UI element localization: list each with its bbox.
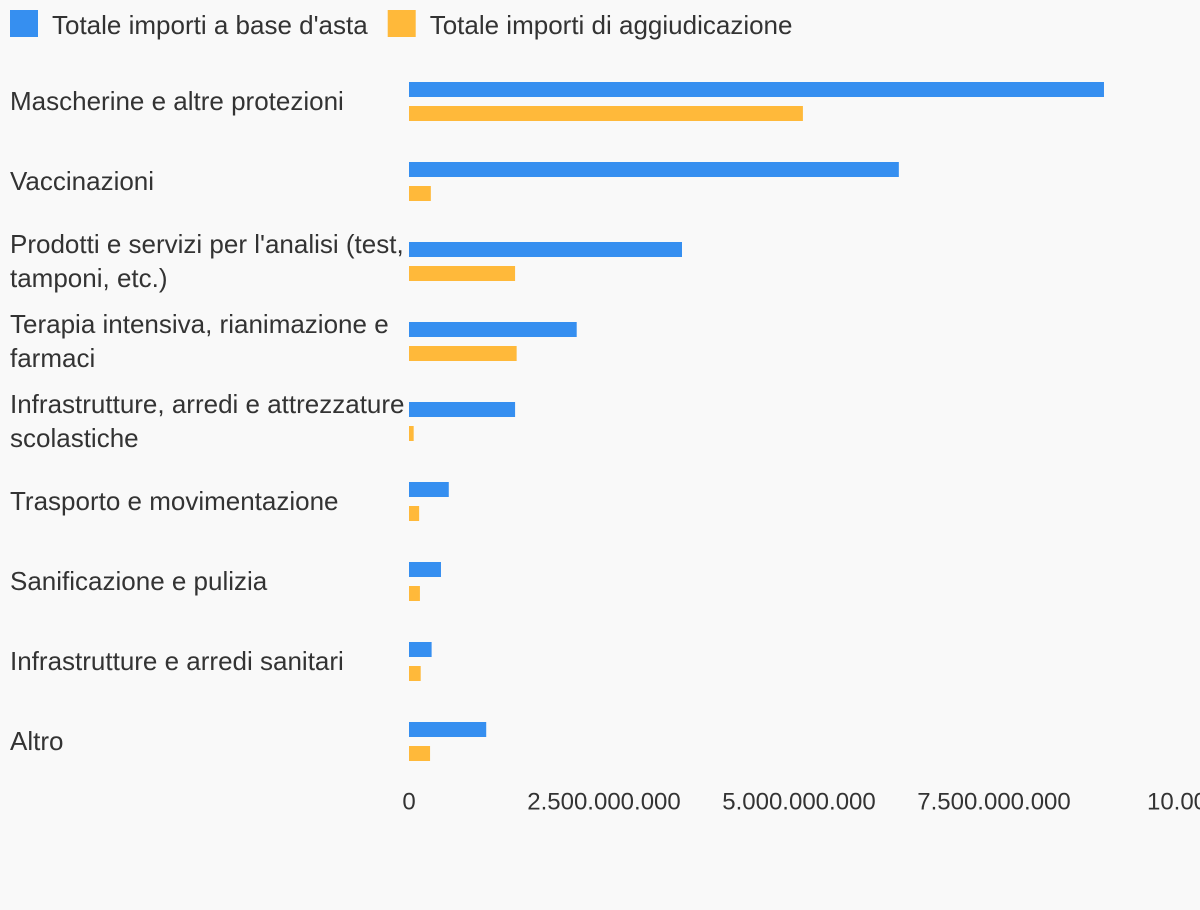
x-tick-label: 7.500.000.000 bbox=[917, 788, 1070, 815]
category-label: Trasporto e movimentazione bbox=[10, 486, 339, 516]
category-label: Sanificazione e pulizia bbox=[10, 566, 268, 596]
bar bbox=[409, 82, 1104, 97]
category-label: Vaccinazioni bbox=[10, 166, 155, 196]
bar bbox=[409, 266, 516, 281]
bar bbox=[409, 482, 449, 497]
legend-label: Totale importi di aggiudicazione bbox=[430, 10, 793, 40]
bar bbox=[409, 642, 432, 657]
bar bbox=[409, 402, 516, 417]
bar bbox=[409, 426, 414, 441]
bar bbox=[409, 242, 682, 257]
bar bbox=[409, 586, 420, 601]
category-label: Altro bbox=[10, 726, 64, 756]
bar bbox=[409, 506, 420, 521]
bar bbox=[409, 666, 421, 681]
bar bbox=[409, 346, 517, 361]
category-label: Infrastrutture e arredi sanitari bbox=[10, 646, 344, 676]
bar bbox=[409, 746, 431, 761]
bar bbox=[409, 106, 803, 121]
category-label: Mascherine e altre protezioni bbox=[10, 86, 344, 116]
bar bbox=[409, 162, 899, 177]
category-label: Terapia intensiva, rianimazione e farmac… bbox=[10, 309, 389, 373]
category-label: Infrastrutture, arredi e attrezzature sc… bbox=[10, 389, 405, 453]
bar bbox=[409, 186, 431, 201]
bar bbox=[409, 562, 441, 577]
legend-swatch bbox=[387, 10, 416, 37]
x-tick-label: 0 bbox=[402, 788, 415, 815]
x-tick-label: 10.00… bbox=[1147, 788, 1200, 815]
legend-swatch bbox=[10, 10, 38, 37]
x-tick-label: 5.000.000.000 bbox=[722, 788, 875, 815]
x-tick-label: 2.500.000.000 bbox=[527, 788, 680, 815]
bar bbox=[409, 322, 577, 337]
category-label: Prodotti e servizi per l'analisi (test, … bbox=[10, 229, 404, 293]
legend-label: Totale importi a base d'asta bbox=[52, 10, 368, 40]
bar bbox=[409, 722, 487, 737]
